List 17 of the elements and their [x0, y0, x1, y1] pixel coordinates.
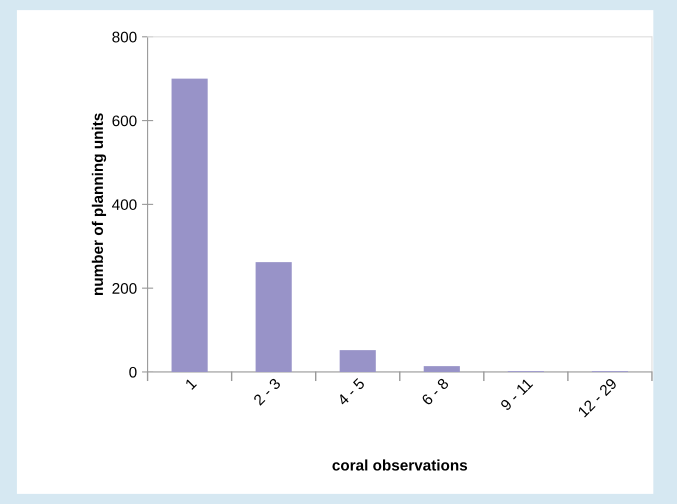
x-tick-label: 1: [184, 378, 197, 390]
x-tick-label: 6 - 8: [421, 378, 450, 406]
y-tick-label: 800: [112, 32, 137, 42]
y-tick-label: 600: [112, 115, 137, 126]
y-tick-label: 200: [112, 283, 137, 294]
x-tick-label: 12 - 29: [577, 378, 618, 418]
y-axis-title: number of planning units: [92, 113, 106, 296]
x-axis-title: coral observations: [332, 459, 468, 471]
y-tick-label: 0: [129, 366, 137, 378]
bar: [172, 78, 208, 372]
bar: [424, 366, 460, 372]
bar: [340, 350, 376, 372]
y-tick-label: 400: [112, 199, 137, 210]
x-tick-label: 4 - 5: [336, 378, 366, 406]
bar: [256, 262, 292, 372]
x-tick-label: 2 - 3: [252, 378, 282, 406]
x-tick-label: 9 - 11: [500, 378, 534, 412]
